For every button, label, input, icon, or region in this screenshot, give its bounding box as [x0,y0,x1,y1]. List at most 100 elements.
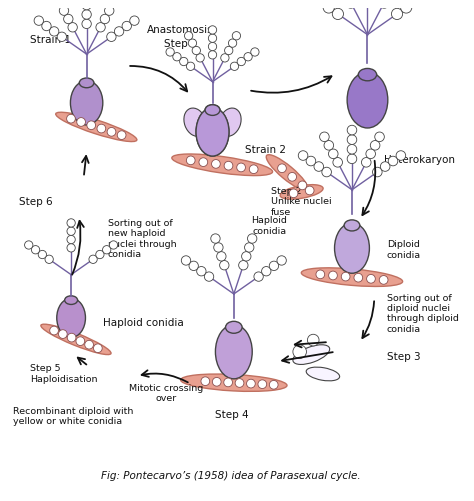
Text: Strain 1: Strain 1 [30,35,72,45]
Circle shape [244,53,252,61]
Circle shape [214,243,223,252]
Ellipse shape [50,326,58,335]
Ellipse shape [181,374,287,391]
Text: Diploid
conidia: Diploid conidia [387,240,421,260]
Ellipse shape [67,114,75,123]
Ellipse shape [226,321,242,333]
Circle shape [380,162,390,171]
Circle shape [219,261,229,270]
Circle shape [173,53,181,61]
Ellipse shape [224,378,232,387]
Circle shape [347,154,357,164]
Ellipse shape [107,127,116,136]
Circle shape [328,149,338,159]
Text: Step 5
Haploidisation: Step 5 Haploidisation [30,364,98,384]
Ellipse shape [301,268,402,287]
Circle shape [332,9,344,20]
Circle shape [34,16,44,26]
Ellipse shape [205,105,220,115]
Ellipse shape [79,78,94,88]
Ellipse shape [293,345,330,364]
Ellipse shape [288,172,297,181]
FancyArrowPatch shape [78,358,86,365]
Circle shape [251,48,259,56]
Ellipse shape [117,131,126,139]
Ellipse shape [215,325,252,379]
Text: Strain 2: Strain 2 [246,145,286,155]
Ellipse shape [306,367,340,381]
Text: Heterokaryon: Heterokaryon [384,155,455,165]
Text: Step 4: Step 4 [215,410,249,420]
Ellipse shape [199,158,208,166]
Circle shape [209,43,217,51]
Circle shape [277,256,286,265]
Ellipse shape [316,270,325,279]
Circle shape [396,151,406,160]
Circle shape [31,245,40,254]
Circle shape [105,6,114,16]
Circle shape [366,149,375,159]
Ellipse shape [237,163,246,172]
Circle shape [55,0,64,7]
Circle shape [180,57,188,66]
Circle shape [298,151,308,160]
Circle shape [269,261,279,271]
Circle shape [130,16,139,26]
Ellipse shape [366,275,375,283]
Ellipse shape [184,108,206,136]
Circle shape [82,19,91,29]
Ellipse shape [196,108,229,156]
Circle shape [82,10,91,19]
Ellipse shape [85,340,93,349]
Ellipse shape [235,379,244,387]
Text: Sorting out of
new haploid
nuclei through
conidia: Sorting out of new haploid nuclei throug… [108,219,176,259]
Circle shape [314,0,325,7]
Circle shape [45,255,53,264]
Circle shape [189,261,198,271]
Ellipse shape [298,181,307,190]
Ellipse shape [196,108,229,156]
Ellipse shape [76,337,85,346]
Circle shape [221,54,229,62]
Circle shape [188,39,197,47]
FancyArrowPatch shape [363,161,375,215]
Text: Mitotic crossing
over: Mitotic crossing over [129,384,203,403]
Circle shape [197,267,206,276]
Circle shape [347,135,357,144]
Circle shape [245,243,254,252]
Circle shape [204,272,214,281]
Circle shape [59,6,69,16]
Circle shape [410,0,421,7]
Circle shape [67,235,75,243]
Circle shape [362,157,371,167]
Circle shape [109,241,118,249]
Circle shape [375,132,384,142]
Circle shape [323,2,334,13]
FancyArrowPatch shape [295,341,326,347]
Circle shape [230,62,238,71]
Ellipse shape [379,276,388,284]
Circle shape [57,32,66,42]
Circle shape [209,51,217,59]
FancyArrowPatch shape [82,156,89,175]
Ellipse shape [219,108,241,136]
Text: Step 3: Step 3 [387,352,420,362]
Ellipse shape [87,121,96,130]
Circle shape [333,157,343,167]
Circle shape [314,162,324,171]
Circle shape [232,32,241,40]
Ellipse shape [305,186,314,195]
Circle shape [182,256,191,265]
Text: Recombinant diploid with
yellow or white conidia: Recombinant diploid with yellow or white… [13,407,133,426]
Circle shape [373,167,382,177]
Circle shape [392,9,402,20]
Ellipse shape [278,164,286,173]
Ellipse shape [205,105,220,115]
Ellipse shape [172,154,273,175]
Circle shape [196,54,204,62]
Circle shape [109,0,118,7]
Circle shape [107,32,116,42]
Ellipse shape [335,223,369,273]
Circle shape [122,22,131,31]
Ellipse shape [56,112,137,142]
